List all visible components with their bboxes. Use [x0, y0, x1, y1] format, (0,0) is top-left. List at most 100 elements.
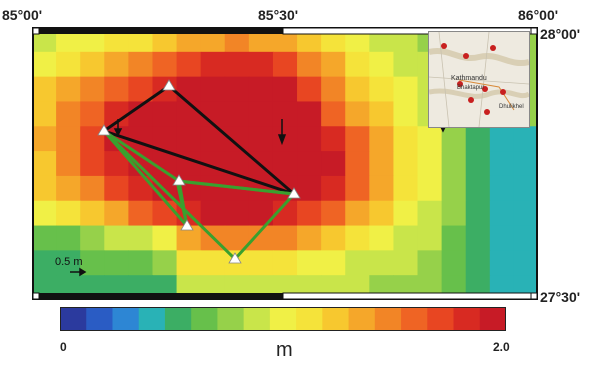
raster-cell — [297, 126, 322, 152]
green-network-link-2 — [102, 130, 189, 227]
raster-cell — [345, 126, 370, 152]
raster-cell — [465, 225, 491, 251]
raster-cell — [32, 51, 57, 78]
raster-cell — [80, 51, 105, 78]
raster-cell — [513, 250, 538, 276]
station-markers — [97, 79, 301, 264]
raster-cell — [369, 250, 395, 276]
inset-map-graphic — [429, 32, 529, 127]
raster-cell — [104, 76, 129, 103]
raster-cell — [80, 76, 105, 103]
raster-cell — [104, 51, 129, 78]
inset-location-dots — [441, 43, 506, 115]
raster-cell — [248, 51, 274, 78]
raster-cell — [417, 175, 443, 202]
raster-cell — [56, 175, 81, 202]
station-marker — [162, 79, 176, 91]
raster-cell — [32, 101, 57, 127]
lat-label-28-00: 28°00' — [540, 26, 581, 42]
colorbar-swatch — [453, 307, 481, 331]
left-tick-bottom — [32, 292, 40, 300]
raster-cell — [224, 51, 250, 78]
station-marker — [228, 252, 242, 264]
raster-cell — [321, 250, 346, 276]
raster-cell — [393, 76, 419, 103]
raster-cell — [297, 250, 322, 276]
raster-cell — [489, 250, 515, 276]
colorbar-swatch — [401, 307, 428, 331]
raster-cell — [32, 175, 57, 202]
colorbar-min-label: 0 — [60, 340, 67, 354]
raster-cell — [417, 200, 443, 227]
raster-cell — [32, 76, 57, 103]
right-tick-bottom — [530, 292, 538, 300]
colorbar-border — [60, 307, 506, 331]
right-tick-top — [530, 27, 538, 35]
top-scale-bar-black — [33, 28, 283, 34]
raster-cell — [441, 175, 467, 202]
raster-cell — [513, 151, 538, 177]
raster-cell — [104, 200, 129, 227]
scale-arrow-head — [79, 267, 87, 277]
raster-cell — [393, 175, 419, 202]
raster-cell — [513, 126, 538, 152]
bottom-scale-bar-black — [33, 293, 283, 299]
raster-cell — [200, 51, 226, 78]
raster-cell — [248, 126, 274, 152]
raster-cell — [417, 126, 443, 152]
raster-cell — [297, 175, 322, 202]
raster-cell — [176, 76, 202, 103]
raster-cell — [176, 101, 202, 127]
raster-cell — [200, 200, 226, 227]
inset-tertiary-label: Dhulikhel — [499, 104, 524, 110]
raster-cell — [152, 250, 178, 276]
raster-cell — [369, 151, 395, 177]
raster-cell — [272, 151, 298, 177]
colorbar-swatch — [138, 307, 166, 331]
raster-cell — [200, 250, 226, 276]
raster-cell — [248, 76, 274, 103]
black-network-triangle — [100, 84, 295, 196]
raster-cell — [465, 126, 491, 152]
raster-cell — [128, 200, 154, 227]
raster-cell — [56, 51, 81, 78]
inset-city-label: Kathmandu — [451, 75, 487, 82]
raster-cell — [128, 175, 154, 202]
colorbar-unit-label: m — [276, 339, 293, 361]
raster-cell — [128, 51, 154, 78]
map-frame: 0.5 m Kathmandu Bhaktapur Dhulikhel — [32, 27, 538, 300]
raster-cell — [465, 175, 491, 202]
colorbar — [60, 307, 506, 331]
raster-cell — [272, 101, 298, 127]
raster-cell — [297, 76, 322, 103]
raster-cell — [104, 250, 129, 276]
raster-cell — [56, 225, 81, 251]
raster-cell — [176, 126, 202, 152]
raster-cell — [272, 76, 298, 103]
left-tick-top — [32, 27, 40, 35]
raster-cell — [489, 200, 515, 227]
raster-cell — [417, 151, 443, 177]
raster-cell — [369, 225, 395, 251]
raster-cell — [200, 175, 226, 202]
raster-cell — [393, 126, 419, 152]
raster-cell — [176, 51, 202, 78]
raster-cell — [393, 151, 419, 177]
raster-cell — [345, 225, 370, 251]
raster-cell — [321, 76, 346, 103]
colorbar-swatch — [60, 307, 87, 331]
raster-cell — [369, 200, 395, 227]
raster-cell — [345, 76, 370, 103]
raster-cell — [104, 225, 129, 251]
raster-cell — [369, 76, 395, 103]
raster-cell — [248, 101, 274, 127]
raster-cell — [297, 51, 322, 78]
raster-cell — [32, 151, 57, 177]
raster-cell — [224, 76, 250, 103]
raster-cell — [80, 151, 105, 177]
raster-cell — [345, 101, 370, 127]
raster-cell — [176, 250, 202, 276]
raster-cell — [345, 51, 370, 78]
raster-cell — [321, 51, 346, 78]
raster-cell — [152, 51, 178, 78]
